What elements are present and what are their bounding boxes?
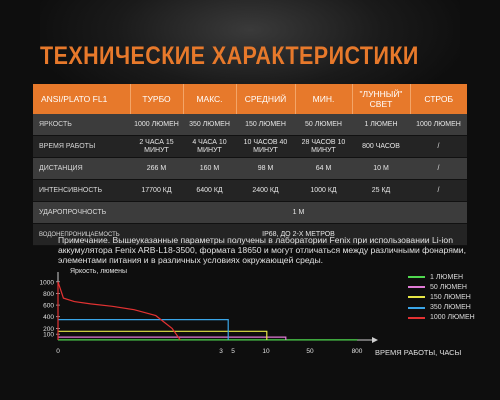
legend-label: 50 ЛЮМЕН (430, 283, 467, 291)
legend-label: 1000 ЛЮМЕН (430, 314, 475, 322)
table-cell: 10 ЧАСОВ 40 МИНУТ (236, 135, 295, 158)
row-impact: УДАРОПРОЧНОСТЬ 1 М (33, 201, 467, 224)
table-cell: 17700 КД (130, 179, 183, 202)
row-label: ИНТЕНСИВНОСТЬ (33, 179, 130, 202)
table-cell: 10 М (352, 157, 410, 180)
table-cell: 28 ЧАСОВ 10 МИНУТ (295, 135, 352, 158)
row-label: ДИСТАНЦИЯ (33, 157, 130, 180)
table-cell: 50 ЛЮМЕН (295, 114, 352, 136)
table-cell: 800 ЧАСОВ (352, 135, 410, 158)
table-cell: 4 ЧАСА 10 МИНУТ (183, 135, 236, 158)
header-min: МИН. (295, 84, 353, 114)
x-tick-label: 50 (306, 348, 314, 355)
page-title: ТЕХНИЧЕСКИЕ ХАРАКТЕРИСТИКИ (40, 42, 419, 70)
table-cell: 98 М (236, 157, 295, 180)
chart-legend: 1 ЛЮМЕН 50 ЛЮМЕН 150 ЛЮМЕН 350 ЛЮМЕН 100… (408, 272, 475, 323)
header-model: ANSI/PLATO FL1 (33, 84, 131, 114)
table-cell: 25 КД (352, 179, 410, 202)
table-cell: / (410, 157, 467, 180)
legend-label: 350 ЛЮМЕН (430, 304, 471, 312)
legend-item: 50 ЛЮМЕН (408, 282, 475, 292)
row-label: ВРЕМЯ РАБОТЫ (33, 135, 130, 158)
legend-swatch (408, 276, 425, 279)
table-cell: 64 М (295, 157, 352, 180)
y-tick-label: 1000 (40, 279, 55, 286)
table-cell: 2400 КД (236, 179, 295, 202)
table-cell: 2 ЧАСА 15 МИНУТ (130, 135, 183, 158)
x-tick-label: 10 (262, 348, 270, 355)
header-max: МАКС. (183, 84, 237, 114)
legend-item: 350 ЛЮМЕН (408, 303, 475, 313)
y-tick-label: 400 (43, 314, 54, 321)
row-intensity: ИНТЕНСИВНОСТЬ 17700 КД 6400 КД 2400 КД 1… (33, 179, 467, 202)
x-tick-label: 5 (231, 348, 235, 355)
table-cell: / (410, 179, 467, 202)
spec-table: ANSI/PLATO FL1 ТУРБО МАКС. СРЕДНИЙ МИН. … (33, 84, 467, 246)
legend-item: 150 ЛЮМЕН (408, 292, 475, 302)
table-cell: 1000 КД (295, 179, 352, 202)
x-axis-label: ВРЕМЯ РАБОТЫ, ЧАСЫ (375, 348, 462, 357)
legend-item: 1 ЛЮМЕН (408, 272, 475, 282)
y-tick-label: 100 (43, 332, 54, 339)
table-cell: 160 М (183, 157, 236, 180)
table-cell: 350 ЛЮМЕН (183, 114, 236, 136)
table-cell: 1000 ЛЮМЕН (130, 114, 183, 136)
table-cell: / (410, 135, 467, 158)
y-tick-label: 800 (43, 291, 54, 298)
x-tick-label: 800 (352, 348, 363, 355)
header-turbo: ТУРБО (130, 84, 184, 114)
y-axis-label: Яркость, люмены (70, 268, 127, 275)
series-line (58, 319, 229, 340)
table-cell: 1 М (130, 201, 467, 224)
legend-swatch (408, 316, 425, 319)
y-tick-label: 200 (43, 326, 54, 333)
legend-swatch (408, 296, 425, 299)
header-moonlight: "ЛУННЫЙ" СВЕТ (352, 84, 411, 114)
x-axis-arrow (372, 337, 378, 343)
x-tick-label: 0 (56, 348, 60, 355)
legend-label: 150 ЛЮМЕН (430, 293, 471, 301)
table-cell: 1000 ЛЮМЕН (410, 114, 467, 136)
header-strobe: СТРОБ (410, 84, 467, 114)
spec-table-header: ANSI/PLATO FL1 ТУРБО МАКС. СРЕДНИЙ МИН. … (33, 84, 467, 114)
series-line (58, 336, 287, 340)
legend-swatch (408, 306, 425, 309)
runtime-chart: Яркость, люмены ВРЕМЯ РАБОТЫ, ЧАСЫ 10020… (40, 268, 462, 357)
row-brightness: ЯРКОСТЬ 1000 ЛЮМЕН 350 ЛЮМЕН 150 ЛЮМЕН 5… (33, 114, 467, 136)
table-cell: 6400 КД (183, 179, 236, 202)
footnote: Примечание. Вышеуказанные параметры полу… (58, 235, 466, 266)
x-tick-label: 3 (219, 348, 223, 355)
table-cell: 1 ЛЮМЕН (352, 114, 410, 136)
row-runtime: ВРЕМЯ РАБОТЫ 2 ЧАСА 15 МИНУТ 4 ЧАСА 10 М… (33, 135, 467, 158)
row-waterproof: ВОДОНЕПРОНИЦАЕМОСТЬ IP68, ДО 2-Х МЕТРОВ (33, 223, 467, 246)
row-distance: ДИСТАНЦИЯ 266 М 160 М 98 М 64 М 10 М / (33, 157, 467, 180)
legend-label: 1 ЛЮМЕН (430, 273, 464, 281)
legend-item: 1000 ЛЮМЕН (408, 313, 475, 323)
y-tick-label: 600 (43, 303, 54, 310)
row-label: ВОДОНЕПРОНИЦАЕМОСТЬ (33, 223, 130, 246)
table-cell: 150 ЛЮМЕН (236, 114, 295, 136)
table-cell: IP68, ДО 2-Х МЕТРОВ (130, 223, 467, 246)
header-medium: СРЕДНИЙ (236, 84, 296, 114)
legend-swatch (408, 286, 425, 289)
series-line (58, 330, 268, 340)
table-cell: 266 М (130, 157, 183, 180)
series-line (57, 281, 181, 341)
row-label: УДАРОПРОЧНОСТЬ (33, 201, 130, 224)
row-label: ЯРКОСТЬ (33, 114, 130, 136)
